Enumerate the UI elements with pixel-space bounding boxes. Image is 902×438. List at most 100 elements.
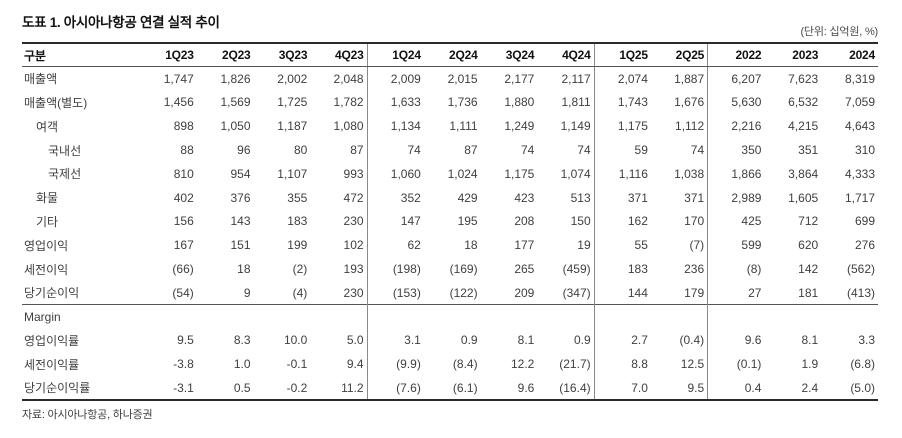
value-cell: 1,080 [333, 119, 364, 134]
value-cell: 2,177 [504, 71, 535, 86]
row-label: 세전이익 [24, 262, 69, 277]
value-cell: 147 [366, 209, 424, 234]
row-label: 당기순이익 [24, 286, 80, 301]
value-cell: 11.2 [341, 380, 364, 395]
value-cell: 898 [173, 119, 194, 134]
column-header: 1Q25 [593, 43, 651, 68]
value-cell: 143 [230, 214, 251, 229]
value-cell: 472 [343, 190, 364, 205]
value-cell: 1,249 [504, 119, 535, 134]
value-cell: (0.1) [707, 352, 765, 377]
row-label: 기타 [36, 214, 59, 229]
value-cell: (562) [846, 262, 875, 277]
source-note: 자료: 아시아나항공, 하나증권 [22, 408, 153, 421]
value-cell [423, 304, 481, 329]
value-cell: 1,887 [674, 71, 705, 86]
value-cell: 1,736 [447, 95, 478, 110]
financial-results-table: 구분 1Q23 2Q23 3Q23 4Q23 1Q24 2Q24 3Q24 4Q24 1Q25 2Q… [22, 42, 878, 401]
value-cell: 80 [293, 143, 308, 158]
value-cell: 199 [287, 238, 308, 253]
value-cell: 712 [798, 214, 819, 229]
value-cell: 87 [350, 143, 364, 158]
value-cell: 62 [366, 233, 424, 258]
value-cell: 425 [707, 209, 765, 234]
value-cell: 423 [514, 190, 535, 205]
value-cell: 371 [684, 190, 705, 205]
value-cell: 1,187 [277, 119, 308, 134]
value-cell: 429 [457, 190, 478, 205]
value-cell: 1,149 [560, 119, 591, 134]
table-row: 화물 402 376 355 472 352 429 423 513 371 371 2,989 1,6… [22, 185, 878, 210]
value-cell: 1,782 [333, 95, 364, 110]
value-cell: 355 [287, 190, 308, 205]
value-cell: 1,880 [504, 95, 535, 110]
value-cell: 19 [577, 238, 591, 253]
value-cell: 2,015 [447, 71, 478, 86]
value-cell: 8.1 [801, 333, 819, 348]
value-cell: (169) [449, 262, 478, 277]
table-row: 매출액(별도) 1,456 1,569 1,725 1,782 1,633 1,736 1,8… [22, 90, 878, 115]
column-header: 4Q23 [310, 43, 368, 68]
value-cell: 6,207 [707, 66, 765, 91]
value-cell [140, 304, 197, 329]
table-row: 당기순이익률 -3.1 0.5 -0.2 11.2 (7.6) (6.1) 9.6 (16.4)… [22, 376, 878, 400]
table-row: 영업이익 167 151 199 102 62 18 177 19 55 (7) 599 620 276 [22, 233, 878, 258]
value-cell: 74 [690, 143, 705, 158]
value-cell: 513 [570, 190, 591, 205]
report-page: 도표 1. 아시아나항공 연결 실적 추이 (단위: 십억원, %) 구분 1Q2… [22, 15, 878, 421]
value-cell: 12.2 [511, 357, 535, 372]
value-cell [707, 304, 765, 329]
column-header: 2023 [764, 43, 822, 68]
value-cell: 87 [464, 143, 478, 158]
row-label: 화물 [36, 191, 59, 206]
value-cell: 1,134 [366, 114, 424, 139]
value-cell: 1,725 [277, 95, 308, 110]
value-cell: 1,747 [163, 71, 194, 86]
value-cell: 3.1 [366, 328, 424, 353]
column-header: 2Q23 [196, 43, 254, 68]
value-cell [650, 304, 708, 329]
value-cell: 8.3 [233, 333, 251, 348]
value-cell: 177 [514, 238, 535, 253]
value-cell: 1,811 [561, 95, 591, 110]
table-row: 국제선 810 954 1,107 993 1,060 1,024 1,175 1,074 1,1… [22, 161, 878, 186]
value-cell: (7) [689, 238, 705, 253]
value-cell: (7.6) [366, 376, 424, 400]
value-cell: 810 [173, 166, 194, 181]
row-label: 매출액 [24, 72, 58, 87]
value-cell: (122) [449, 285, 478, 300]
value-cell: 1,074 [560, 166, 591, 181]
value-cell: 1,038 [674, 166, 705, 181]
value-cell: 0.5 [233, 380, 251, 395]
value-cell: 236 [684, 262, 705, 277]
value-cell: 1,107 [277, 166, 308, 181]
value-cell: 2,074 [593, 66, 651, 91]
table-row: 매출액 1,747 1,826 2,002 2,048 2,009 2,015 2,177 2,… [22, 66, 878, 91]
value-cell: 12.5 [680, 357, 705, 372]
value-cell: 55 [593, 233, 651, 258]
value-cell: 2,048 [333, 71, 364, 86]
value-cell: 2.7 [593, 328, 651, 353]
value-cell: 1,676 [674, 95, 705, 110]
table-row: 여객 898 1,050 1,187 1,080 1,134 1,111 1,249 1,149… [22, 114, 878, 139]
value-cell: 954 [230, 166, 251, 181]
value-cell: 9.5 [687, 380, 705, 395]
row-label: 여객 [36, 119, 59, 134]
value-cell: 18 [464, 238, 478, 253]
value-cell: 74 [521, 143, 535, 158]
column-header: 2022 [707, 43, 765, 68]
value-cell: 193 [343, 262, 364, 277]
value-cell: 59 [593, 138, 651, 162]
value-cell: 376 [230, 190, 251, 205]
value-cell: 74 [366, 138, 424, 162]
value-cell [764, 304, 822, 329]
value-cell: 151 [230, 238, 251, 253]
value-cell: 699 [854, 214, 875, 229]
value-cell: 599 [707, 233, 765, 258]
value-cell: 2,117 [561, 71, 591, 86]
value-cell: 0.9 [573, 333, 591, 348]
value-cell: (0.4) [679, 333, 705, 348]
column-header: 3Q23 [253, 43, 311, 68]
value-cell: (6.1) [452, 380, 478, 395]
value-cell: 181 [798, 285, 819, 300]
